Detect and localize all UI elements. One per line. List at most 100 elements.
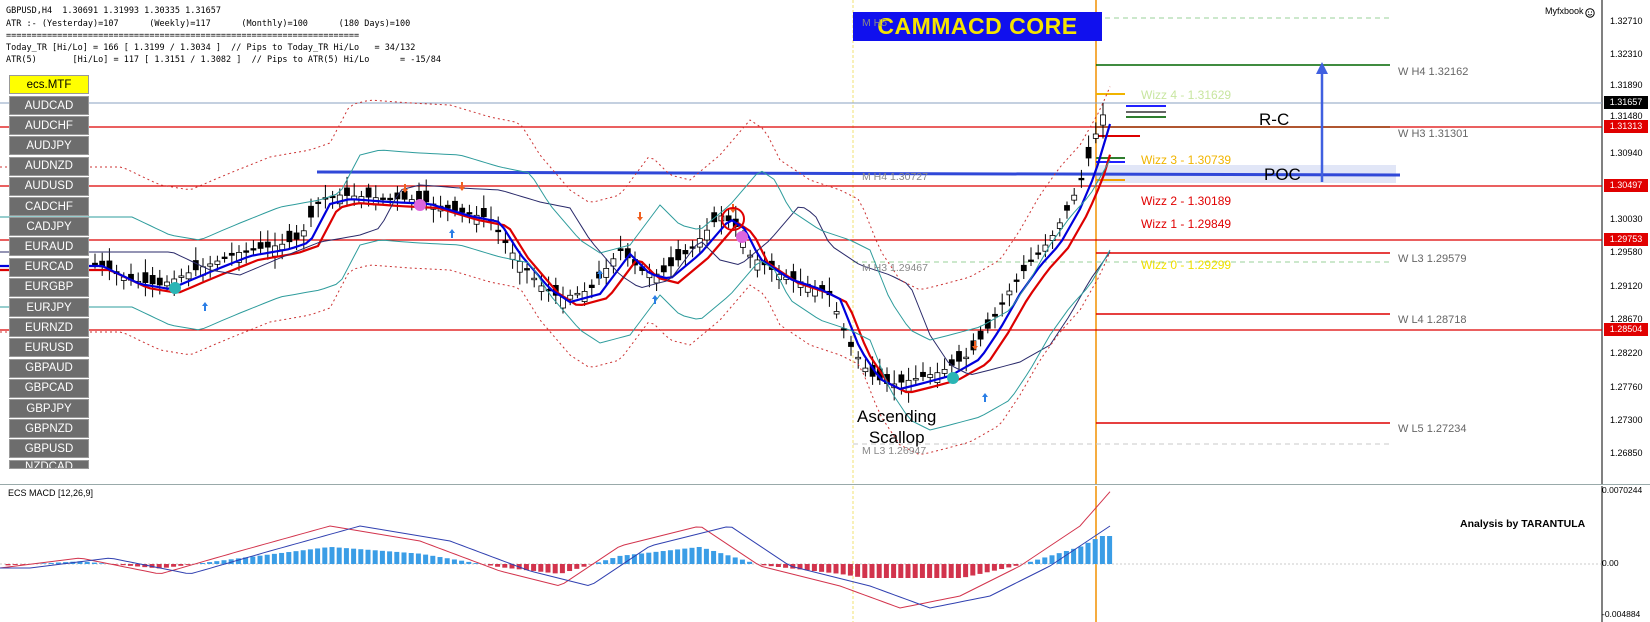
macd-histogram-bar <box>869 564 875 578</box>
slow-ma-line <box>0 154 1112 394</box>
symbol-button-nzdcad[interactable]: NZDCAD <box>9 459 89 469</box>
macd-histogram-bar <box>5 564 11 566</box>
symbol-button-audchf[interactable]: AUDCHF <box>9 116 89 136</box>
symbol-button-gbpcad[interactable]: GBPCAD <box>9 378 89 398</box>
symbol-button-eurusd[interactable]: EURUSD <box>9 338 89 358</box>
macd-histogram-bar <box>293 551 299 564</box>
macd-histogram-bar <box>919 564 925 578</box>
price-tag: 1.29753 <box>1604 233 1648 246</box>
symbol-button-cadchf[interactable]: CADCHF <box>9 197 89 216</box>
macd-histogram-bar <box>1049 555 1055 564</box>
candle-body <box>711 212 718 223</box>
candle-body <box>300 230 307 237</box>
macd-histogram-bar <box>531 564 537 571</box>
candle-body <box>315 201 322 205</box>
macd-histogram-bar <box>257 555 263 564</box>
signal-dot <box>414 199 426 211</box>
macd-tick-top: 0.0070244 <box>1602 485 1643 495</box>
signal-circle <box>721 207 745 231</box>
macd-histogram-bar <box>1078 546 1084 564</box>
macd-tick-zero: 0.00 <box>1602 558 1619 568</box>
candle-body <box>185 272 192 280</box>
candle-body <box>380 197 386 200</box>
macd-histogram-bar <box>970 564 976 576</box>
symbol-button-cadjpy[interactable]: CADJPY <box>9 217 89 237</box>
candle-body <box>502 240 509 244</box>
macd-histogram-bar <box>595 562 601 564</box>
symbol-button-audjpy[interactable]: AUDJPY <box>9 136 89 156</box>
symbol-button-audnzd[interactable]: AUDNZD <box>9 156 89 176</box>
candle-body <box>516 261 523 273</box>
symbol-button-eurgbp[interactable]: EURGBP <box>9 277 89 297</box>
symbol-button-eurjpy[interactable]: EURJPY <box>9 298 89 317</box>
candle-body <box>840 328 847 331</box>
main-chart-window[interactable]: GBPUSD,H4 1.30691 1.31993 1.30335 1.3165… <box>0 0 1650 485</box>
candle-body <box>682 250 689 255</box>
candle-body <box>603 267 610 278</box>
macd-histogram-bar <box>358 549 364 564</box>
macd-histogram-bar <box>703 548 709 564</box>
macd-histogram-bar <box>1027 561 1033 564</box>
symbol-button-euraud[interactable]: EURAUD <box>9 237 89 257</box>
macd-histogram-bar <box>487 564 493 566</box>
macd-signal-line <box>0 491 1111 609</box>
macd-histogram-bar <box>343 548 349 564</box>
candle-body <box>92 262 98 266</box>
candle-body <box>149 275 156 285</box>
candle-body <box>1028 259 1034 262</box>
macd-histogram-bar <box>1006 564 1012 568</box>
symbol-button-audcad[interactable]: AUDCAD <box>9 96 89 115</box>
candle-body <box>776 273 782 281</box>
price-tick: 1.28670 <box>1610 314 1643 324</box>
macd-histogram-bar <box>977 564 983 574</box>
macd-histogram-bar <box>941 564 947 578</box>
candle-body <box>704 229 710 241</box>
candle-body <box>668 257 674 267</box>
macd-histogram-bar <box>955 564 961 578</box>
symbol-button-eurnzd[interactable]: EURNZD <box>9 318 89 338</box>
macd-histogram-bar <box>855 564 861 577</box>
macd-histogram-bar <box>250 556 256 564</box>
macd-histogram-bar <box>329 547 335 564</box>
macd-histogram-bar <box>214 561 220 564</box>
symbol-button-gbpaud[interactable]: GBPAUD <box>9 358 89 378</box>
candle-body <box>1100 114 1106 126</box>
down-arrow-icon <box>402 184 408 193</box>
macd-histogram-bar <box>840 564 846 575</box>
symbol-button-audusd[interactable]: AUDUSD <box>9 176 89 196</box>
monthly-h5-label: M H5 <box>862 17 888 29</box>
fast-ma-line <box>0 123 1112 391</box>
macd-histogram-bar <box>84 561 90 564</box>
macd-histogram-bar <box>163 564 169 568</box>
candle-body <box>531 277 538 281</box>
price-tick: 1.26850 <box>1610 448 1643 458</box>
macd-histogram-bar <box>718 553 724 564</box>
poc-annotation: POC <box>1264 165 1301 184</box>
macd-histogram-bar <box>509 564 515 569</box>
macd-panel[interactable]: ECS MACD [12,26,9] Analysis by TARANTULA… <box>0 485 1650 622</box>
candle-body <box>956 351 962 362</box>
symbol-button-eurcad[interactable]: EURCAD <box>9 257 89 277</box>
down-arrow-icon <box>972 341 978 350</box>
symbol-button-gbpusd[interactable]: GBPUSD <box>9 439 89 459</box>
macd-histogram-bar <box>631 554 637 564</box>
macd-histogram-bar <box>1107 536 1113 564</box>
smiley-icon[interactable] <box>1585 8 1595 18</box>
symbol-button-gbpnzd[interactable]: GBPNZD <box>9 419 89 439</box>
candle-body <box>610 258 617 267</box>
candle-body <box>927 374 934 378</box>
macd-histogram-bar <box>1071 548 1077 564</box>
macd-histogram-bar <box>120 564 126 566</box>
symbol-button-gbpjpy[interactable]: GBPJPY <box>9 399 89 418</box>
wizz-1-label: Wizz 1 - 1.29849 <box>1141 217 1232 231</box>
macd-histogram-bar <box>279 552 285 564</box>
wizz-4-label: Wizz 4 - 1.31629 <box>1141 88 1232 102</box>
weekly-h4-label: W H4 1.32162 <box>1398 66 1469 78</box>
price-tag: 1.30497 <box>1604 179 1648 192</box>
macd-histogram-bar <box>135 564 141 567</box>
macd-histogram-bar <box>883 564 889 578</box>
macd-histogram-bar <box>149 564 155 568</box>
macd-histogram-bar <box>185 564 191 565</box>
macd-histogram-bar <box>862 564 868 578</box>
symbol-active-button[interactable]: ecs.MTF <box>9 75 89 94</box>
